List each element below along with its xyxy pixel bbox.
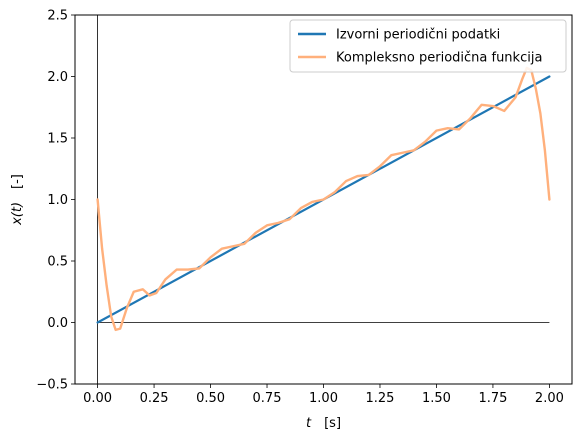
x-axis-unit: [s] xyxy=(311,416,341,431)
x-tick-label: 1.75 xyxy=(478,391,507,406)
y-axis-label: x(t) [-] xyxy=(10,174,25,226)
x-tick-label: 1.25 xyxy=(366,391,395,406)
y-tick-label: 2.5 xyxy=(47,9,68,24)
y-tick-label: 1.0 xyxy=(47,193,68,208)
x-tick-label: 0.50 xyxy=(196,391,225,406)
y-tick-label: 0.0 xyxy=(47,316,68,331)
x-tick-label: 0.25 xyxy=(140,391,169,406)
y-axis-variable: x(t) xyxy=(10,202,25,226)
legend: Izvorni periodični podatki Kompleksno per… xyxy=(290,20,566,72)
legend-label-2: Kompleksno periodična funkcija xyxy=(336,51,542,66)
y-tick-label: 1.5 xyxy=(47,132,68,147)
x-tick-label: 2.00 xyxy=(535,391,564,406)
y-tick-label: 0.5 xyxy=(47,255,68,270)
x-axis-label: t [s] xyxy=(306,416,341,431)
y-tick-label: −0.5 xyxy=(36,378,68,393)
x-tick-label: 0.00 xyxy=(83,391,112,406)
x-tick-label: 0.75 xyxy=(253,391,282,406)
x-tick-label: 1.00 xyxy=(309,391,338,406)
y-tick-label: 2.0 xyxy=(47,70,68,85)
y-axis-unit: [-] xyxy=(10,174,25,202)
x-tick-label: 1.50 xyxy=(422,391,451,406)
legend-label-1: Izvorni periodični podatki xyxy=(336,28,500,43)
